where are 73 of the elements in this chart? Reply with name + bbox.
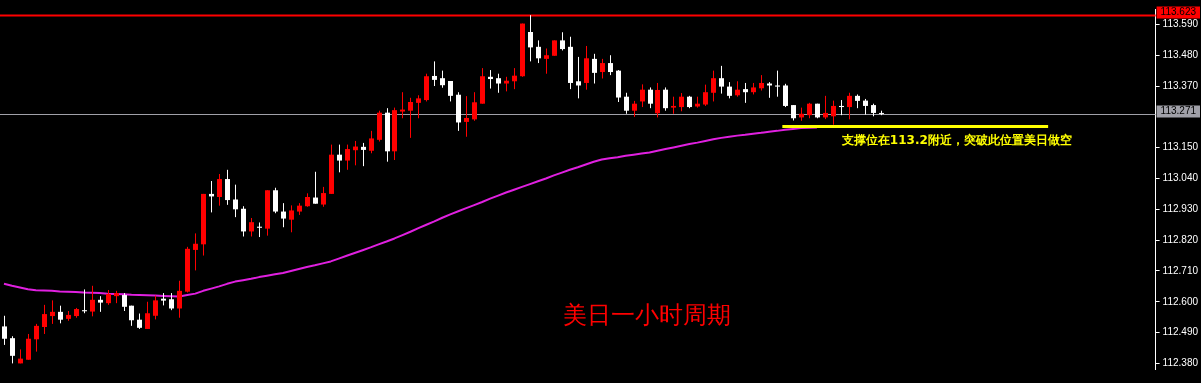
candlestick (448, 80, 453, 102)
candlestick (145, 301, 150, 330)
candlestick (648, 86, 653, 109)
y-tick-label: 113.590 (1162, 18, 1199, 30)
candlestick (337, 144, 342, 173)
candlestick (528, 14, 533, 62)
candlestick (34, 323, 39, 353)
candlestick (50, 299, 55, 325)
candlestick (281, 202, 286, 228)
candlestick (432, 60, 437, 87)
candlestick (496, 73, 501, 94)
candlestick (823, 95, 828, 120)
candlestick (640, 83, 645, 108)
candlestick (703, 84, 708, 107)
text: 美日一小时周期 (563, 301, 732, 330)
candlestick (775, 70, 780, 98)
candlestick (424, 73, 429, 102)
y-tick-label: 113.370 (1162, 79, 1199, 91)
candlestick (273, 187, 278, 214)
candlestick (241, 205, 246, 237)
candlestick (249, 217, 254, 237)
y-tick-label: 112.710 (1162, 264, 1199, 276)
candlestick (655, 82, 660, 118)
candlestick (783, 83, 788, 108)
ref-line-label: 113.271 (1160, 105, 1197, 117)
candlestick (743, 82, 748, 104)
candlestick (719, 65, 724, 95)
y-tick-label: 112.930 (1162, 203, 1199, 215)
candlestick (608, 54, 613, 76)
candlestick (321, 186, 326, 208)
candlestick (2, 315, 7, 346)
candlestick (679, 92, 684, 112)
candlestick (193, 232, 198, 271)
candlestick (560, 31, 565, 51)
candlestick (624, 92, 629, 115)
candlestick (10, 335, 15, 364)
candlestick (576, 56, 581, 99)
y-tick-label: 112.380 (1162, 357, 1199, 369)
candlestick (369, 130, 374, 154)
y-tick-label: 112.490 (1162, 326, 1199, 338)
y-tick-label: 113.150 (1162, 141, 1199, 153)
y-tick-label: 113.480 (1162, 48, 1199, 60)
candlestick (42, 304, 47, 335)
y-tick-label: 112.820 (1162, 233, 1199, 245)
candlestick (544, 48, 549, 75)
candlestick (592, 53, 597, 85)
candlestick (847, 92, 852, 120)
annotation: 支撑位在113.2附近，突破此位置美日做空 (840, 132, 1072, 147)
candlestick (90, 285, 95, 317)
candlestick (711, 70, 716, 102)
candlestick (26, 333, 31, 361)
candlestick (313, 171, 318, 205)
candlestick (289, 204, 294, 233)
candlestick (153, 295, 158, 320)
candlestick (408, 97, 413, 139)
candlestick (472, 91, 477, 122)
candlestick (345, 144, 350, 171)
candlestick (225, 169, 230, 206)
candlestick (177, 280, 182, 319)
candlestick (464, 95, 469, 138)
ref-line-label: 113.623 (1160, 6, 1197, 18)
candlestick (400, 91, 405, 119)
y-tick-label: 113.040 (1162, 172, 1199, 184)
candlestick (217, 173, 222, 207)
y-tick-label: 112.600 (1162, 295, 1199, 307)
candlestick (233, 184, 238, 218)
candlestick (488, 69, 493, 90)
candlestick (600, 58, 605, 79)
candlestick (663, 86, 668, 112)
candlestick (361, 142, 366, 167)
candlestick (416, 94, 421, 119)
candlestick (831, 100, 836, 126)
candlestick (536, 39, 541, 64)
